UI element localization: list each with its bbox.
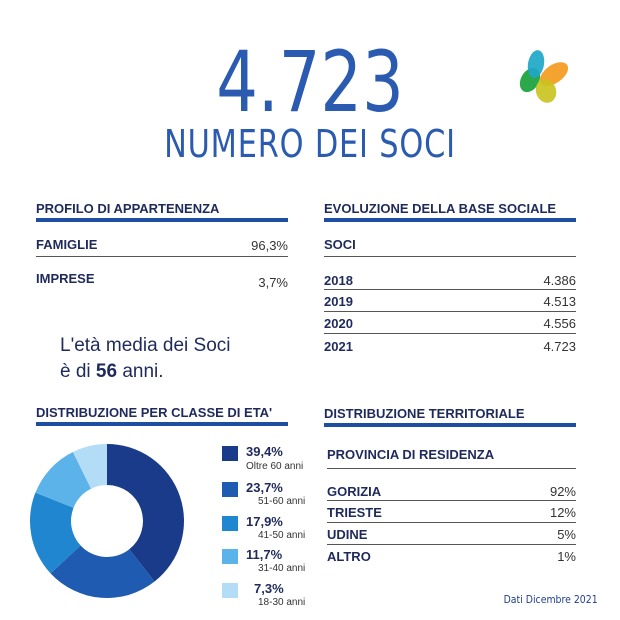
territoriale-divider xyxy=(324,423,576,427)
evoluzione-value: 4.556 xyxy=(543,316,576,331)
evoluzione-value: 4.386 xyxy=(543,273,576,288)
legend-category: Oltre 60 anni xyxy=(246,461,304,472)
territoriale-title: DISTRIBUZIONE TERRITORIALE xyxy=(324,406,525,421)
eta-line1: L'età media dei Soci xyxy=(60,335,231,356)
territoriale-value: 12% xyxy=(549,505,576,520)
evoluzione-value: 4.513 xyxy=(543,294,576,309)
legend-swatch xyxy=(222,583,238,598)
legend-percent: 17,9% xyxy=(246,514,283,529)
territoriale-row-divider xyxy=(327,500,576,501)
legend-item: 7,3% 18-30 anni xyxy=(222,581,317,611)
legend-swatch xyxy=(222,482,238,497)
legend-percent: 11,7% xyxy=(246,547,283,562)
legend-category: 31-40 anni xyxy=(258,563,306,574)
territoriale-label: UDINE xyxy=(327,527,368,542)
total-members-number: 4.723 xyxy=(216,33,404,131)
legend-percent: 39,4% xyxy=(246,444,283,459)
evoluzione-row-divider xyxy=(324,311,576,312)
eta-line2-post: anni. xyxy=(117,361,164,382)
legend-swatch xyxy=(222,446,238,461)
eta-number: 56 xyxy=(95,361,118,382)
evoluzione-subheader: SOCI xyxy=(324,237,356,252)
donut-slice-3 xyxy=(29,492,81,574)
donut-slice-1 xyxy=(107,444,184,582)
donut-slice-4 xyxy=(35,451,92,508)
eta-media-text: L'età media dei Soci è di 56 anni. xyxy=(60,333,300,385)
legend-swatch xyxy=(222,516,238,531)
evoluzione-year: 2020 xyxy=(324,316,353,331)
evoluzione-row-divider xyxy=(324,289,576,290)
territoriale-sub-divider xyxy=(327,468,576,469)
distribuzione-eta-title: DISTRIBUZIONE PER CLASSE DI ETA' xyxy=(36,405,273,420)
evoluzione-title: EVOLUZIONE DELLA BASE SOCIALE xyxy=(324,201,557,216)
evoluzione-sub-divider xyxy=(324,256,576,257)
legend-percent: 7,3% xyxy=(254,581,284,596)
logo-butterfly-icon xyxy=(519,50,569,103)
age-donut-chart xyxy=(29,444,184,598)
distribuzione-eta-divider xyxy=(36,422,288,426)
evoluzione-year: 2019 xyxy=(324,294,353,309)
eta-line2-pre: è di xyxy=(60,361,96,382)
legend-category: 51-60 anni xyxy=(258,496,306,507)
territoriale-row-divider xyxy=(327,522,576,523)
evoluzione-year: 2018 xyxy=(324,273,353,288)
profilo-title: PROFILO DI APPARTENENZA xyxy=(36,201,220,216)
donut-slice-2 xyxy=(50,545,155,598)
profilo-label-imprese: IMPRESE xyxy=(36,271,95,286)
evoluzione-value: 4.723 xyxy=(543,339,576,354)
legend-item: 17,9% 41-50 anni xyxy=(222,514,317,544)
territoriale-row-divider xyxy=(327,544,576,545)
donut-slice-5 xyxy=(72,444,107,489)
territoriale-label: ALTRO xyxy=(327,549,371,564)
territoriale-label: TRIESTE xyxy=(327,505,382,520)
eta-line2: è di 56 anni. xyxy=(60,359,300,385)
profilo-divider xyxy=(36,218,288,222)
profilo-label-famiglie: FAMIGLIE xyxy=(36,237,98,252)
evoluzione-row-divider xyxy=(324,333,576,334)
legend-item: 23,7% 51-60 anni xyxy=(222,480,317,510)
territoriale-subheader: PROVINCIA DI RESIDENZA xyxy=(327,447,495,462)
legend-item: 39,4% Oltre 60 anni xyxy=(222,444,317,474)
legend-swatch xyxy=(222,549,238,564)
evoluzione-year: 2021 xyxy=(324,339,353,354)
footer-note: Dati Dicembre 2021 xyxy=(503,593,598,606)
legend-category: 41-50 anni xyxy=(258,530,306,541)
legend-percent: 23,7% xyxy=(246,480,283,495)
evoluzione-divider xyxy=(324,218,576,222)
territoriale-value: 92% xyxy=(549,484,576,499)
territoriale-label: GORIZIA xyxy=(327,484,382,499)
legend-item: 11,7% 31-40 anni xyxy=(222,547,317,577)
profilo-value-imprese: 3,7% xyxy=(258,275,288,290)
total-members-label: NUMERO DEI SOCI xyxy=(164,122,456,166)
territoriale-value: 1% xyxy=(557,549,576,564)
legend-category: 18-30 anni xyxy=(258,597,306,608)
profilo-row-divider xyxy=(36,256,288,257)
territoriale-value: 5% xyxy=(557,527,576,542)
profilo-value-famiglie: 96,3% xyxy=(251,238,288,253)
